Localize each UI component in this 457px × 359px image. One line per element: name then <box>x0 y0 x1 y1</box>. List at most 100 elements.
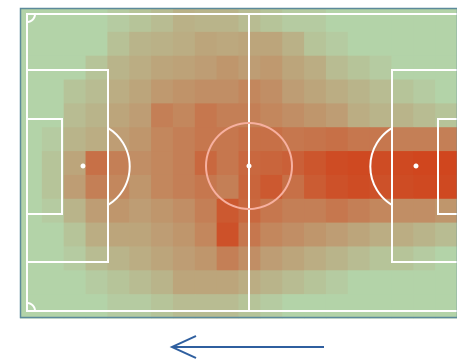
heat-cell <box>413 199 435 223</box>
heat-cell <box>42 246 64 270</box>
heat-cell <box>304 103 326 127</box>
heat-cell <box>195 294 217 318</box>
heat-cell <box>107 270 129 294</box>
heat-cell <box>413 8 435 32</box>
heat-cell <box>20 80 42 104</box>
heat-cell <box>435 56 457 80</box>
heat-cell <box>260 56 282 80</box>
heat-cell <box>151 151 173 175</box>
heat-cell <box>260 246 282 270</box>
heat-cell <box>86 56 108 80</box>
heat-cell <box>435 80 457 104</box>
heat-cell <box>348 56 370 80</box>
heat-cell <box>151 175 173 199</box>
heat-cell <box>86 103 108 127</box>
heat-cell <box>348 294 370 318</box>
heat-cell <box>391 151 413 175</box>
heat-cell <box>304 127 326 151</box>
heat-cell <box>129 127 151 151</box>
heat-cell <box>64 103 86 127</box>
heat-cell <box>20 246 42 270</box>
heat-cell <box>64 246 86 270</box>
heat-cell <box>151 294 173 318</box>
heat-cell <box>348 246 370 270</box>
heat-cell <box>260 80 282 104</box>
heat-cell <box>64 294 86 318</box>
heat-cell <box>391 32 413 56</box>
heat-cell <box>42 223 64 247</box>
heat-cell <box>20 32 42 56</box>
heat-cell <box>107 8 129 32</box>
heat-cell <box>86 175 108 199</box>
heat-cell <box>282 103 304 127</box>
heat-cell <box>195 8 217 32</box>
heat-cell <box>304 223 326 247</box>
heat-cell <box>195 223 217 247</box>
heat-cell <box>413 103 435 127</box>
heat-cell <box>86 246 108 270</box>
heat-cell <box>173 32 195 56</box>
heat-cell <box>107 80 129 104</box>
heat-cell <box>217 127 239 151</box>
heat-cell <box>151 270 173 294</box>
heat-cell <box>260 103 282 127</box>
heat-cell <box>282 223 304 247</box>
heat-cell <box>129 246 151 270</box>
heat-cell <box>326 127 348 151</box>
heat-cell <box>173 223 195 247</box>
heat-cell <box>217 80 239 104</box>
heat-cell <box>326 294 348 318</box>
heat-cell <box>260 32 282 56</box>
heat-cell <box>348 127 370 151</box>
heat-cell <box>20 199 42 223</box>
heat-cell <box>413 223 435 247</box>
direction-arrow-icon <box>172 336 324 358</box>
right-penalty-spot <box>414 164 419 169</box>
heat-cell <box>326 223 348 247</box>
heat-cell <box>173 127 195 151</box>
heat-cell <box>42 151 64 175</box>
heat-cell <box>86 223 108 247</box>
heat-cell <box>435 8 457 32</box>
heat-cell <box>173 80 195 104</box>
heat-cell <box>391 56 413 80</box>
heat-cell <box>151 223 173 247</box>
heat-cell <box>129 103 151 127</box>
heat-cell <box>348 175 370 199</box>
heat-cell <box>282 8 304 32</box>
heat-cell <box>260 223 282 247</box>
heat-cell <box>151 80 173 104</box>
heat-cell <box>326 56 348 80</box>
heat-cell <box>348 8 370 32</box>
heat-cell <box>413 246 435 270</box>
heat-cell <box>64 127 86 151</box>
heat-cell <box>64 175 86 199</box>
heat-cell <box>370 151 392 175</box>
heat-cell <box>42 127 64 151</box>
heat-cell <box>86 270 108 294</box>
heat-cell <box>217 32 239 56</box>
heat-cell <box>173 294 195 318</box>
heat-cell <box>107 32 129 56</box>
heat-cell <box>64 56 86 80</box>
heat-cell <box>195 199 217 223</box>
heat-cell <box>64 151 86 175</box>
heat-cell <box>413 175 435 199</box>
heat-cell <box>86 8 108 32</box>
heat-cell <box>260 270 282 294</box>
heat-cell <box>64 270 86 294</box>
heat-cell <box>107 246 129 270</box>
heat-cell <box>64 80 86 104</box>
heat-cell <box>391 223 413 247</box>
heat-cell <box>304 270 326 294</box>
heat-cell <box>107 151 129 175</box>
heat-cell <box>173 151 195 175</box>
heat-cell <box>413 294 435 318</box>
heat-cell <box>42 80 64 104</box>
heat-cell <box>326 80 348 104</box>
heat-cell <box>435 32 457 56</box>
heat-cell <box>42 175 64 199</box>
heat-cell <box>129 8 151 32</box>
heat-cell <box>304 246 326 270</box>
heat-cell <box>151 103 173 127</box>
